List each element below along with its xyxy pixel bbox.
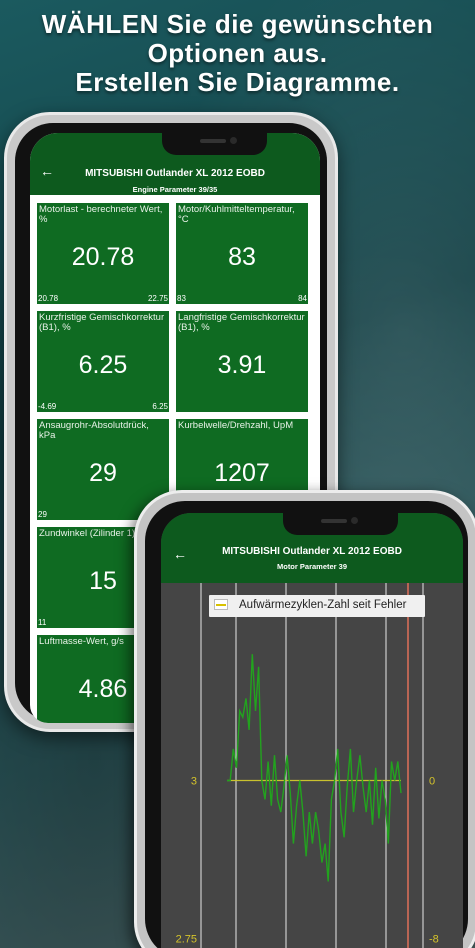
tile-label: Motorlast - berechneter Wert, % [39,204,163,225]
arrow-left-icon[interactable]: ← [173,546,187,562]
phone-mockup-chart: ← MITSUBISHI Outlander XL 2012 EOBD Moto… [134,490,475,948]
y-tick-label-right: -8 [429,933,439,945]
tile-value: 4.86 [78,675,128,703]
y-tick-label: 3 [191,775,197,787]
parameter-name: Motor Parameter 39 [276,562,348,571]
tile-value: 3.91 [217,351,267,379]
phone-notch [283,513,398,535]
series-line [227,654,402,882]
tile-label: Langfristige Gemischkorrektur (B1), % [178,312,305,333]
headline-line-2: Optionen aus. [147,38,328,68]
y-tick-label-right: 0 [429,775,435,787]
tile-min: -4.69 [38,402,57,411]
app-header: ← MITSUBISHI Outlander XL 2012 EOBD Moto… [161,513,463,583]
tile-value: 1207 [214,459,270,487]
phone-notch [162,133,267,155]
chart-screen: ← MITSUBISHI Outlander XL 2012 EOBD Moto… [161,513,463,948]
tile-label: Kurzfristige Gemischkorrektur (B1), % [39,312,165,333]
camera-icon [351,517,358,524]
tile-label: Ansaugrohr-Absolutdrück, kPa [39,420,149,441]
tile-value: 83 [228,243,256,271]
speaker-icon [321,519,347,523]
speaker-icon [200,139,226,143]
line-chart[interactable]: 3 2.75 0 -8 [161,583,463,948]
vehicle-title: MITSUBISHI Outlander XL 2012 EOBD [85,168,265,179]
parameter-tile[interactable]: Motorlast - berechneter Wert, % 20.78 20… [37,203,169,304]
tile-value: 6.25 [78,351,128,379]
tile-value: 15 [89,567,117,595]
tile-max: 84 [298,294,307,303]
tile-min: 11 [38,618,47,627]
tile-min: 83 [177,294,186,303]
tile-label: Zundwinkel (Zilinder 1) [39,528,136,539]
vehicle-title: MITSUBISHI Outlander XL 2012 EOBD [222,546,402,557]
headline-line-1: WÄHLEN Sie die gewünschten [41,9,434,39]
tile-label: Luftmasse-Wert, g/s [39,636,124,647]
tile-min: 29 [38,510,47,519]
tile-min: 20.78 [38,294,59,303]
parameter-tile[interactable]: Motor/Kuhlmitteltemperatur, °C 83 83 84 [176,203,308,304]
parameter-tile[interactable]: Kurzfristige Gemischkorrektur (B1), % 6.… [37,311,169,412]
parameter-tile[interactable]: Langfristige Gemischkorrektur (B1), % 3.… [176,311,308,412]
tile-label: Kurbelwelle/Drehzahl, UpM [178,420,294,431]
arrow-left-icon[interactable]: ← [40,163,54,179]
tile-value: 29 [89,459,117,487]
parameter-count: Engine Parameter 39/35 [132,185,218,194]
legend-swatch [214,599,228,610]
tile-max: 22.75 [147,294,168,303]
tile-max: 6.25 [152,402,168,411]
camera-icon [230,137,237,144]
legend-label: Aufwärmezyklen-Zahl seit Fehler [239,599,407,611]
y-tick-label: 2.75 [176,933,197,945]
headline-line-3: Erstellen Sie Diagramme. [75,67,400,97]
tile-value: 20.78 [71,243,135,271]
promo-headline: WÄHLEN Sie die gewünschten Optionen aus.… [0,10,475,97]
chart-legend: Aufwärmezyklen-Zahl seit Fehler [209,595,425,617]
tile-label: Motor/Kuhlmitteltemperatur, °C [178,204,295,225]
